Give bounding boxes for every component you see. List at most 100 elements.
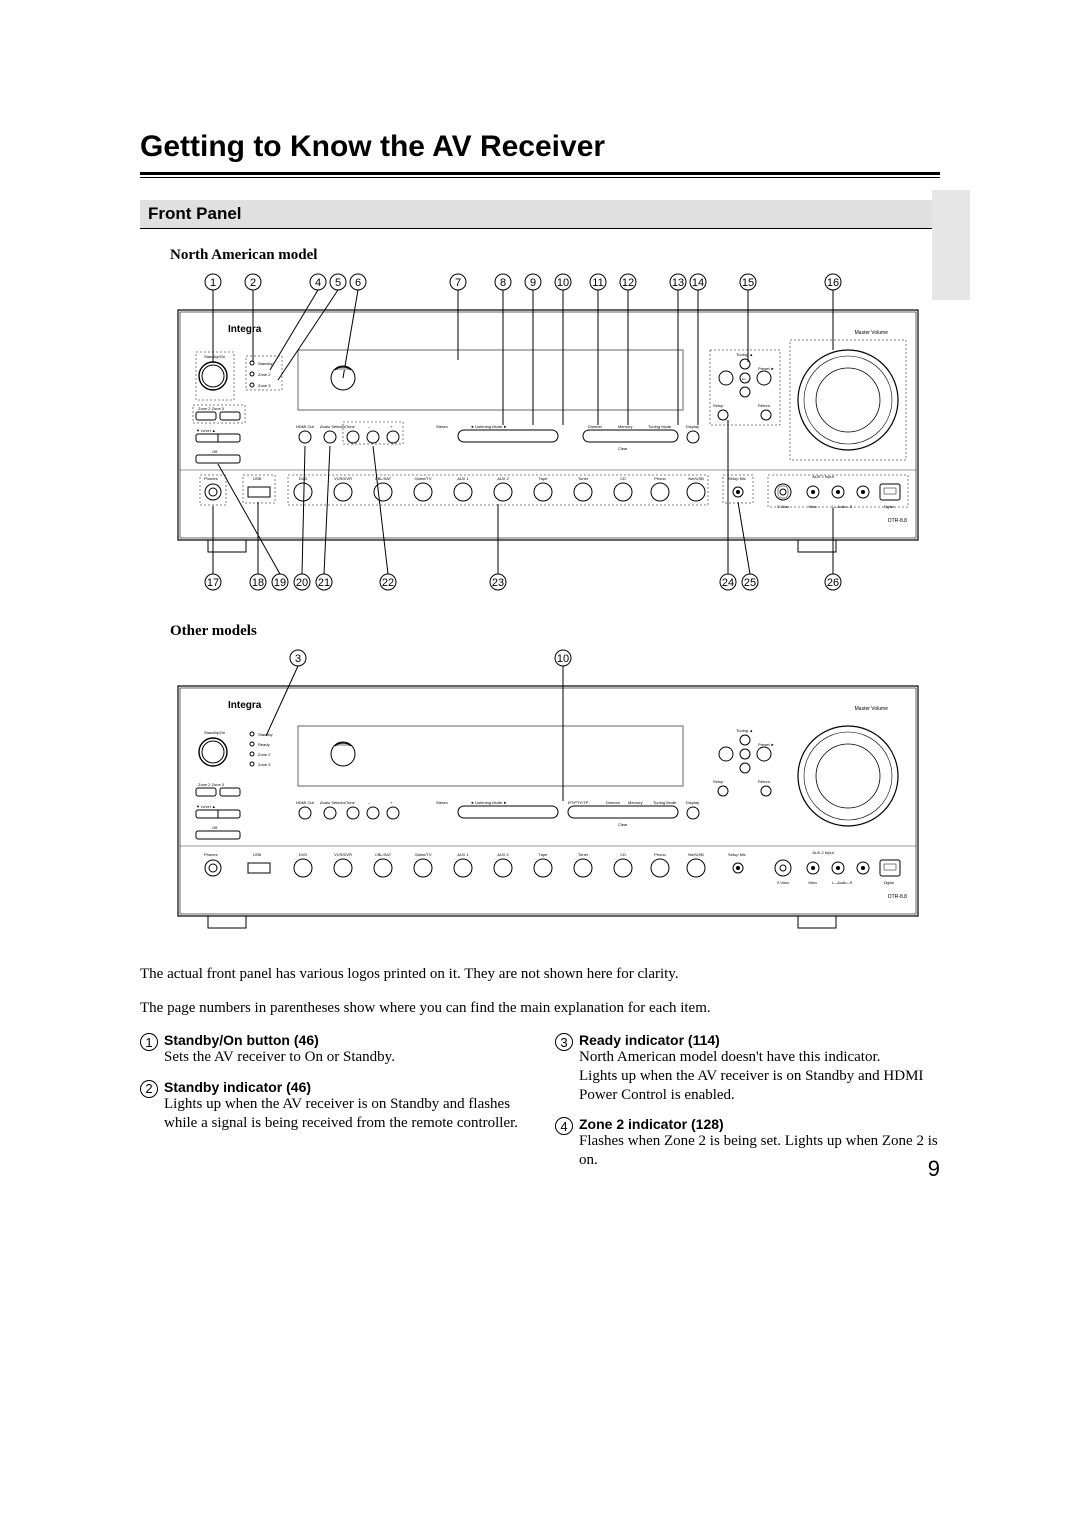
svg-text:Digital: Digital — [884, 881, 894, 885]
svg-text:AUX 2 Input: AUX 2 Input — [812, 474, 834, 479]
svg-text:Audio Selector: Audio Selector — [320, 424, 347, 429]
svg-text:Integra: Integra — [228, 324, 262, 335]
front-panel-svg-na: 1 2 4 5 6 7 8 9 10 11 12 13 14 15 16 — [168, 270, 938, 600]
svg-text:S Video: S Video — [777, 881, 789, 885]
section-header: Front Panel — [140, 200, 940, 229]
svg-text:Standby: Standby — [258, 361, 273, 366]
def-desc-3: North American model doesn't have this i… — [579, 1048, 940, 1104]
svg-text:Tone: Tone — [346, 800, 355, 805]
svg-text:Tuning ▲: Tuning ▲ — [736, 352, 753, 357]
front-panel-svg-other: 3 10 Integra Master Volume Standby/On St… — [168, 646, 938, 936]
svg-text:Tuning Mode: Tuning Mode — [653, 800, 677, 805]
svg-text:1: 1 — [210, 277, 216, 289]
svg-text:S Video: S Video — [777, 505, 789, 509]
svg-text:Display: Display — [686, 800, 699, 805]
svg-text:Master Volume: Master Volume — [855, 706, 889, 712]
svg-text:10: 10 — [557, 653, 569, 665]
svg-text:Display: Display — [686, 424, 699, 429]
svg-text:+: + — [390, 424, 393, 429]
def-desc-2: Lights up when the AV receiver is on Sta… — [164, 1095, 525, 1133]
svg-text:14: 14 — [692, 277, 704, 289]
def-title-3: Ready indicator (114) — [579, 1032, 940, 1048]
svg-text:Game/TV: Game/TV — [414, 852, 431, 857]
svg-text:▼ Level ▲: ▼ Level ▲ — [196, 804, 216, 809]
svg-text:–: – — [368, 800, 371, 805]
svg-text:Off: Off — [212, 449, 218, 454]
svg-text:Tuner: Tuner — [578, 476, 589, 481]
svg-text:18: 18 — [252, 577, 264, 589]
svg-text:Stereo: Stereo — [436, 800, 449, 805]
def-marker-1: 1 — [140, 1033, 158, 1051]
svg-text:Dimmer: Dimmer — [588, 424, 603, 429]
def-title-4: Zone 2 indicator (128) — [579, 1116, 940, 1132]
svg-text:Zone 2: Zone 2 — [258, 372, 271, 377]
svg-text:Return: Return — [758, 779, 770, 784]
svg-text:Tape: Tape — [539, 476, 548, 481]
def-marker-2: 2 — [140, 1080, 158, 1098]
svg-text:En: En — [742, 377, 746, 381]
svg-text:2: 2 — [250, 277, 256, 289]
svg-text:Phono: Phono — [654, 476, 666, 481]
svg-text:DTR-8.8: DTR-8.8 — [888, 518, 907, 524]
svg-text:Video: Video — [808, 505, 817, 509]
subheading-other: Other models — [170, 623, 940, 640]
svg-text:Tuning Mode: Tuning Mode — [648, 424, 672, 429]
svg-text:AUX 1: AUX 1 — [457, 476, 469, 481]
svg-text:HDMI Out: HDMI Out — [296, 800, 315, 805]
page-number: 9 — [928, 1156, 940, 1182]
svg-text:6: 6 — [355, 277, 361, 289]
svg-text:22: 22 — [382, 577, 394, 589]
svg-text:16: 16 — [827, 277, 839, 289]
note-line-1: The actual front panel has various logos… — [140, 965, 940, 985]
svg-text:Phono: Phono — [654, 852, 666, 857]
svg-text:▼ Level ▲: ▼ Level ▲ — [196, 428, 216, 433]
svg-text:15: 15 — [742, 277, 754, 289]
svg-text:9: 9 — [530, 277, 536, 289]
svg-text:Integra: Integra — [228, 700, 262, 711]
side-gray-tab — [932, 190, 970, 300]
svg-text:Preset ►: Preset ► — [758, 366, 775, 371]
svg-text:4: 4 — [315, 277, 321, 289]
svg-text:Phones: Phones — [204, 852, 218, 857]
svg-text:Memory: Memory — [628, 800, 642, 805]
svg-text:USB: USB — [253, 476, 262, 481]
def-title-2: Standby indicator (46) — [164, 1079, 525, 1095]
svg-text:Stereo: Stereo — [436, 424, 449, 429]
def-title-1: Standby/On button (46) — [164, 1032, 525, 1048]
svg-text:17: 17 — [207, 577, 219, 589]
svg-text:19: 19 — [274, 577, 286, 589]
svg-text:Preset ►: Preset ► — [758, 742, 775, 747]
svg-text:23: 23 — [492, 577, 504, 589]
svg-text:Net/USB: Net/USB — [688, 476, 704, 481]
svg-text:24: 24 — [722, 577, 734, 589]
svg-text:21: 21 — [318, 577, 330, 589]
definitions-col-left: 1 Standby/On button (46) Sets the AV rec… — [140, 1032, 525, 1182]
svg-text:CD: CD — [620, 476, 626, 481]
svg-text:Off: Off — [212, 825, 218, 830]
svg-text:L—Audio—R: L—Audio—R — [832, 881, 853, 885]
svg-text:Tape: Tape — [539, 852, 548, 857]
title-rule — [140, 172, 940, 178]
svg-text:CD: CD — [620, 852, 626, 857]
svg-text:AUX 2: AUX 2 — [497, 852, 509, 857]
diagram-other-models: 3 10 Integra Master Volume Standby/On St… — [168, 646, 940, 941]
svg-text:Game/TV: Game/TV — [414, 476, 431, 481]
svg-text:20: 20 — [296, 577, 308, 589]
svg-text:Standby: Standby — [258, 732, 273, 737]
svg-text:Phones: Phones — [204, 476, 218, 481]
svg-text:HDMI Out: HDMI Out — [296, 424, 315, 429]
svg-text:Setup Mic: Setup Mic — [728, 852, 746, 857]
svg-text:7: 7 — [455, 277, 461, 289]
svg-text:CBL/SAT: CBL/SAT — [375, 852, 392, 857]
svg-text:Setup: Setup — [713, 403, 724, 408]
svg-text:Digital: Digital — [884, 505, 894, 509]
note-line-2: The page numbers in parentheses show whe… — [140, 999, 940, 1019]
svg-text:Zone 2 Zone 3: Zone 2 Zone 3 — [198, 782, 225, 787]
svg-text:DVD: DVD — [299, 476, 308, 481]
svg-text:Zone 2: Zone 2 — [258, 752, 271, 757]
svg-text:5: 5 — [335, 277, 341, 289]
svg-text:12: 12 — [622, 277, 634, 289]
svg-text:8: 8 — [500, 277, 506, 289]
svg-text:+: + — [390, 800, 393, 805]
svg-text:DVD: DVD — [299, 852, 308, 857]
